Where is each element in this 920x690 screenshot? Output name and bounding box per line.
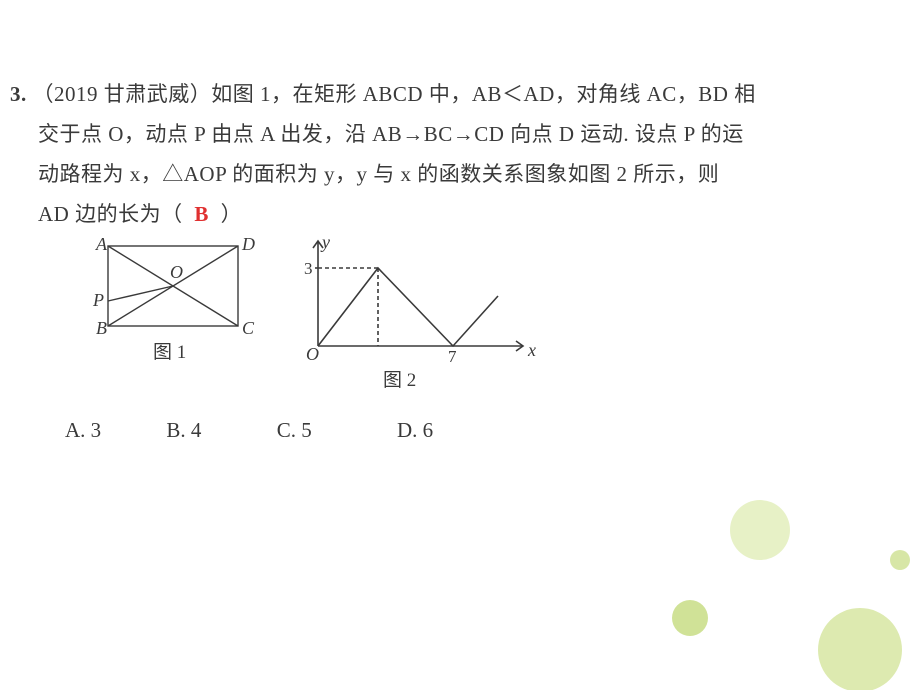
- figure2-caption: 图 2: [383, 370, 416, 391]
- question-line4-wrap: AD 边的长为（ B ）: [10, 195, 860, 235]
- answer-letter: B: [188, 202, 215, 226]
- decor-bubble: [890, 550, 910, 570]
- choice-A: A. 3: [65, 418, 101, 443]
- problem-text: 3. （2019 甘肃武威）如图 1，在矩形 ABCD 中，AB＜AD，对角线 …: [10, 75, 860, 235]
- problem-line-1: 3. （2019 甘肃武威）如图 1，在矩形 ABCD 中，AB＜AD，对角线 …: [10, 75, 860, 115]
- decor-bubble: [730, 500, 790, 560]
- question-line1: 如图 1，在矩形 ABCD 中，AB＜AD，对角线 AC，BD 相: [211, 82, 755, 106]
- decor-bubble: [672, 600, 708, 636]
- question-line3: 动路程为 x，△AOP 的面积为 y，y 与 x 的函数关系图象如图 2 所示，…: [10, 155, 860, 195]
- figures-area: A D B C O P 图 1: [88, 236, 608, 406]
- origin-label: O: [306, 344, 319, 364]
- choice-C: C. 5: [277, 418, 312, 443]
- tick-x-7: 7: [448, 347, 457, 366]
- question-line4-tail: ）: [221, 202, 243, 226]
- label-P: P: [92, 290, 104, 310]
- axis-x-label: x: [527, 340, 536, 360]
- choice-D: D. 6: [397, 418, 433, 443]
- label-A: A: [95, 236, 108, 254]
- figure1-caption: 图 1: [153, 342, 186, 363]
- question-line4: AD 边的长为（: [38, 202, 183, 226]
- choice-B: B. 4: [166, 418, 201, 443]
- label-O: O: [170, 262, 183, 282]
- answer-choices: A. 3 B. 4 C. 5 D. 6: [65, 418, 433, 443]
- label-C: C: [242, 318, 255, 338]
- question-line2: 交于点 O，动点 P 由点 A 出发，沿 AB→BC→CD 向点 D 运动. 设…: [10, 115, 860, 155]
- decor-bubble: [818, 608, 902, 690]
- figure-2: y x O 3 7 图 2: [298, 236, 558, 406]
- tick-y-3: 3: [304, 259, 313, 278]
- question-number: 3.: [10, 82, 27, 106]
- axis-y-label: y: [320, 236, 330, 252]
- question-source: （2019 甘肃武威）: [33, 82, 212, 106]
- label-B: B: [96, 318, 107, 338]
- page-root: 3. （2019 甘肃武威）如图 1，在矩形 ABCD 中，AB＜AD，对角线 …: [0, 0, 920, 690]
- label-D: D: [241, 236, 255, 254]
- figure-1: A D B C O P 图 1: [88, 236, 278, 406]
